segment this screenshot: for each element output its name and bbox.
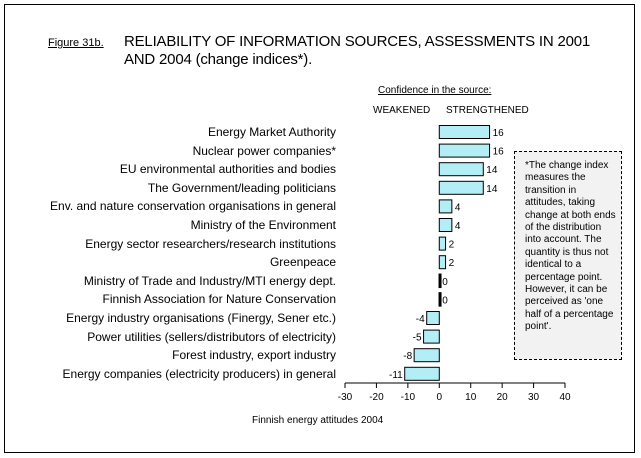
x-tick-label: 40 <box>559 392 571 403</box>
bar <box>438 199 453 214</box>
bar <box>423 329 440 344</box>
category-label: Nuclear power companies* <box>192 143 336 158</box>
bar <box>438 273 442 289</box>
data-label: 14 <box>486 184 498 195</box>
category-label: Energy companies (electricity producers)… <box>62 366 336 381</box>
figure-label: Figure 31b. <box>48 37 104 49</box>
x-tick-label: -30 <box>338 392 353 403</box>
bar <box>438 125 491 139</box>
data-label: -4 <box>416 314 425 325</box>
source-label: Finnish energy attitudes 2004 <box>252 415 384 426</box>
data-label: 4 <box>455 221 461 232</box>
bar <box>426 311 440 325</box>
data-label: -5 <box>413 333 422 344</box>
category-label: Energy industry organisations (Finergy, … <box>66 311 336 325</box>
data-label: 0 <box>442 277 448 288</box>
bar <box>438 236 447 251</box>
x-tick-label: -10 <box>401 392 416 403</box>
x-tick-label: 30 <box>528 392 540 403</box>
data-label: 14 <box>486 165 498 176</box>
category-label: EU environmental authorities and bodies <box>119 162 336 177</box>
category-label: Ministry of the Environment <box>190 218 336 232</box>
data-label: 16 <box>493 128 505 139</box>
category-label: Finnish Association for Nature Conservat… <box>102 292 336 307</box>
data-label: 4 <box>455 202 461 213</box>
bar <box>438 162 484 177</box>
footnote-box: *The change index measures the transitio… <box>514 151 622 360</box>
data-label: 0 <box>442 295 448 306</box>
chart-title: RELIABILITY OF INFORMATION SOURCES, ASSE… <box>124 33 591 68</box>
bar <box>404 366 440 381</box>
category-label: Env. and nature conservation organisatio… <box>50 199 336 214</box>
x-tick-label: 10 <box>465 392 477 403</box>
category-label: Greenpeace <box>269 255 336 270</box>
category-label: Energy sector researchers/research insti… <box>85 236 336 251</box>
category-label: Ministry of Trade and Industry/MTI energ… <box>83 273 336 288</box>
category-label: The Government/leading politicians <box>147 180 336 195</box>
data-label: 2 <box>449 258 455 269</box>
data-label: 16 <box>493 147 505 158</box>
data-label: -11 <box>389 370 403 381</box>
bar <box>438 180 484 195</box>
bar <box>438 292 442 307</box>
bar <box>438 218 453 232</box>
bar <box>413 348 440 363</box>
data-label: -8 <box>403 351 412 362</box>
figure-frame <box>4 4 635 453</box>
strengthened-label: STRENGTHENED <box>446 105 529 116</box>
x-tick-label: 20 <box>497 392 509 403</box>
data-label: 2 <box>449 240 455 251</box>
bar <box>438 143 491 158</box>
weakened-label: WEAKENED <box>373 105 431 116</box>
category-label: Forest industry, export industry <box>172 348 336 363</box>
x-tick-label: -20 <box>369 392 384 403</box>
x-tick-label: 0 <box>437 392 443 403</box>
category-label: Energy Market Authority <box>207 125 336 139</box>
category-label: Power utilities (sellers/distributors of… <box>87 329 336 344</box>
bar <box>438 255 447 270</box>
confidence-header: Confidence in the source: <box>378 85 492 96</box>
